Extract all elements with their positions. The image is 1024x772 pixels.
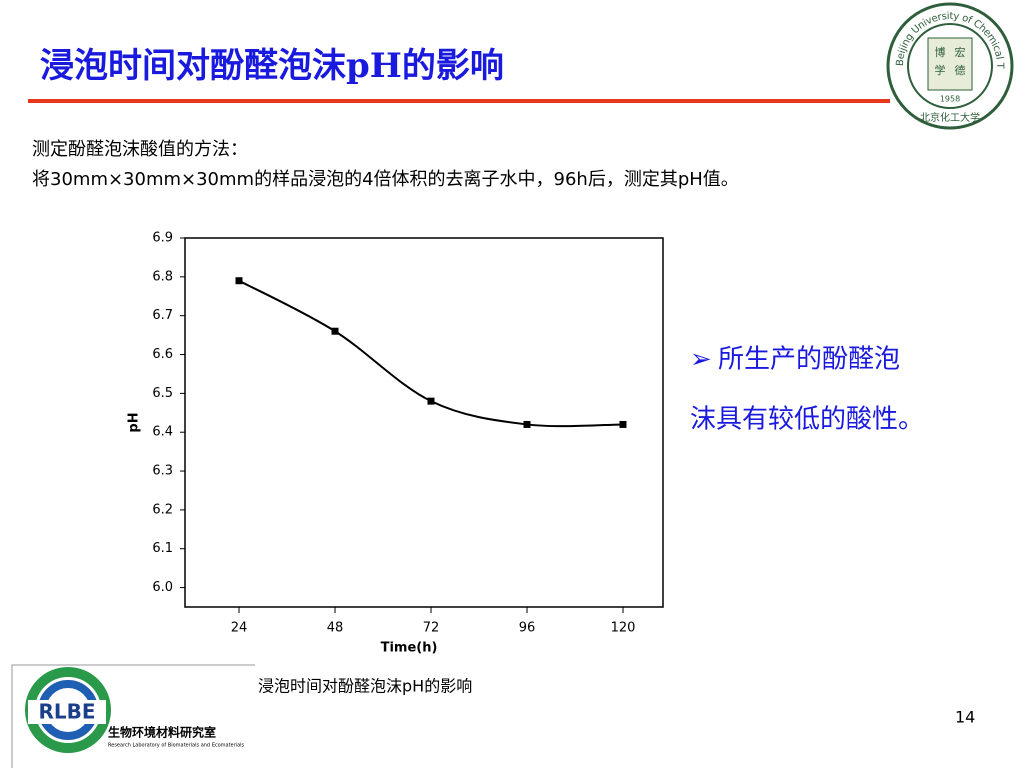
logo-char: 德 xyxy=(955,63,966,77)
bullet-marker: ➢ xyxy=(690,345,712,375)
x-tick-label: 96 xyxy=(519,621,536,636)
bullet-text: 所生产的酚醛泡 xyxy=(718,345,900,375)
lab-logo: RLBE 生物环境材料研究室 Research Laboratory of Bi… xyxy=(11,664,255,768)
bullet-text: 沫具有较低的酸性。 xyxy=(690,405,924,435)
x-tick-label: 120 xyxy=(611,621,636,636)
data-point xyxy=(331,327,339,335)
y-tick-label: 6.9 xyxy=(152,231,173,246)
logo-year: 1958 xyxy=(940,95,960,104)
data-point xyxy=(619,420,627,428)
y-tick-label: 6.4 xyxy=(152,425,173,440)
logo-name-en: Research Laboratory of Biomaterials and … xyxy=(108,743,245,749)
data-point xyxy=(523,420,531,428)
x-axis-label: Time(h) xyxy=(381,641,438,656)
logo-char: 博 xyxy=(935,46,946,59)
x-tick-label: 72 xyxy=(423,621,440,636)
method-line: 将30mm×30mm×30mm的样品浸泡的4倍体积的去离子水中，96h后，测定其… xyxy=(32,169,739,190)
caption: 浸泡时间对酚醛泡沫pH的影响 xyxy=(258,677,472,696)
slide-title: 浸泡时间对酚醛泡沫pH的影响 xyxy=(40,46,504,86)
y-tick-label: 6.3 xyxy=(152,464,173,479)
logo-ring xyxy=(886,2,1014,130)
y-axis-label: pH xyxy=(127,412,142,432)
logo-bottom: 北京化工大学 xyxy=(920,111,980,124)
method-line: 测定酚醛泡沫酸值的方法： xyxy=(32,139,248,160)
y-tick-label: 6.7 xyxy=(152,308,173,323)
logo-abbr: RLBE xyxy=(38,700,95,724)
y-tick-label: 6.6 xyxy=(152,347,173,362)
logo-char: 宏 xyxy=(955,45,966,59)
data-point xyxy=(427,397,435,405)
logo-frame xyxy=(11,664,255,768)
x-tick-label: 24 xyxy=(231,621,248,636)
logo-ring xyxy=(907,23,993,109)
y-tick-label: 6.8 xyxy=(152,269,173,284)
title-rule xyxy=(28,99,890,103)
logo-gate xyxy=(927,37,973,91)
plot-frame xyxy=(184,237,664,608)
x-tick-label: 48 xyxy=(327,621,344,636)
data-point xyxy=(235,277,243,285)
logo-char: 学 xyxy=(935,63,946,77)
page-number: 14 xyxy=(955,708,975,727)
logo-band xyxy=(28,700,106,724)
logo-name: 生物环境材料研究室 xyxy=(108,725,216,740)
y-tick-label: 6.0 xyxy=(152,580,173,595)
y-tick-label: 6.5 xyxy=(152,386,173,401)
y-tick-label: 6.1 xyxy=(152,541,173,556)
y-tick-label: 6.2 xyxy=(152,502,173,517)
